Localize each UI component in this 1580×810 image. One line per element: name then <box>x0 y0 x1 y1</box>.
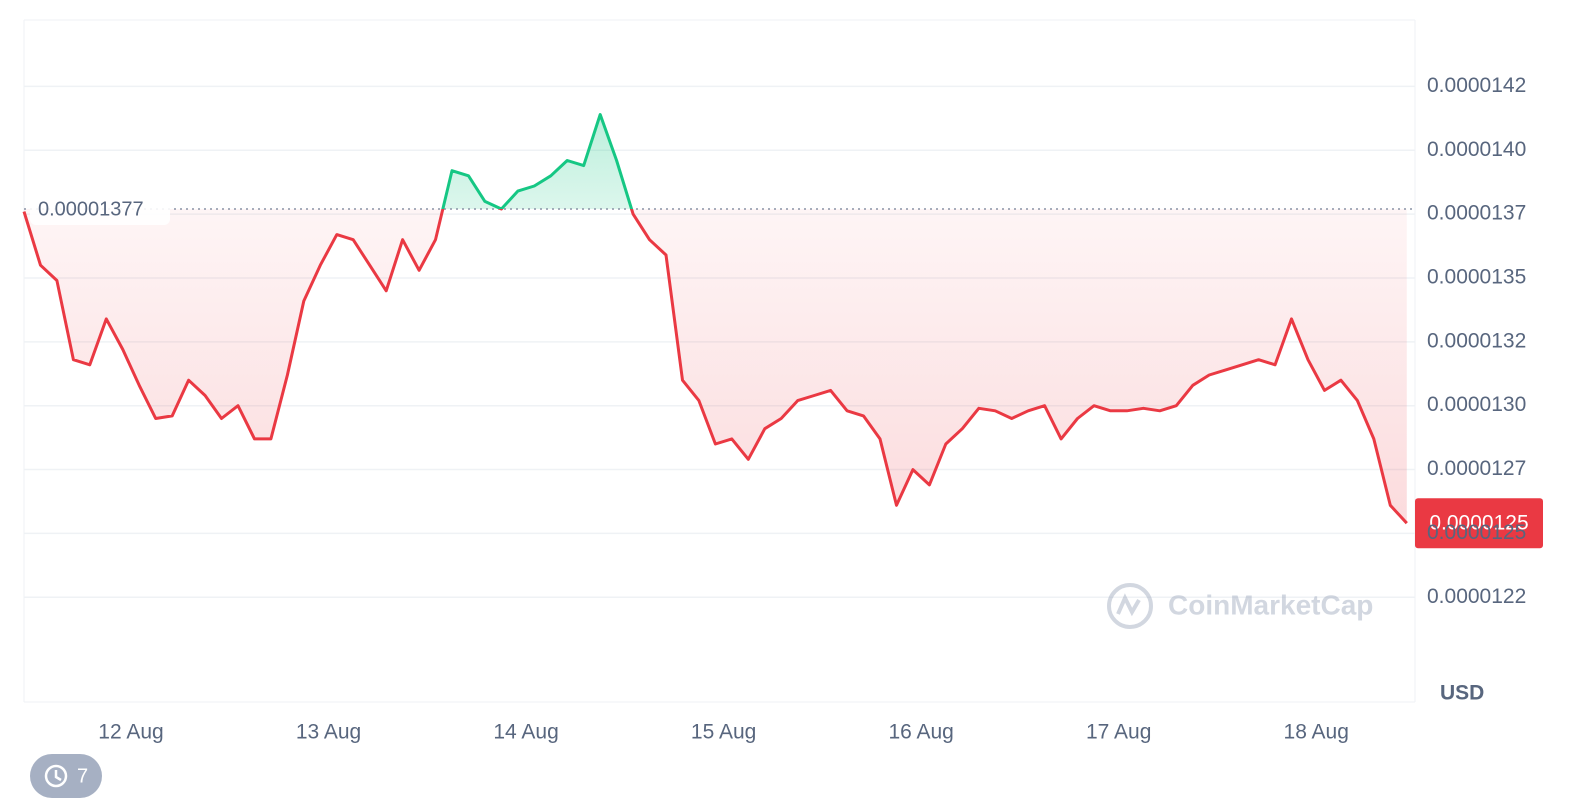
baseline-label-bg <box>30 193 170 226</box>
history-icon <box>44 764 68 788</box>
x-tick-label: 18 Aug <box>1284 721 1349 744</box>
history-icon-hand <box>54 770 62 782</box>
x-tick-label: 14 Aug <box>493 721 558 744</box>
history-button[interactable]: 7 <box>30 754 102 798</box>
x-tick-label: 17 Aug <box>1086 721 1151 744</box>
x-tick-label: 13 Aug <box>296 721 361 744</box>
baseline-label: 0.00001377 <box>38 198 144 220</box>
y-tick-label: 0.0000122 <box>1427 585 1526 608</box>
x-tick-label: 15 Aug <box>691 721 756 744</box>
history-count[interactable]: 7 <box>77 765 88 787</box>
y-tick-label: 0.0000130 <box>1427 393 1526 416</box>
y-tick-label: 0.0000137 <box>1427 202 1526 225</box>
watermark-text: CoinMarketCap <box>1168 589 1373 620</box>
y-tick-label: 0.0000127 <box>1427 457 1526 480</box>
y-tick-label: 0.0000140 <box>1427 138 1526 161</box>
x-tick-label: 16 Aug <box>888 721 953 744</box>
area <box>24 114 1407 524</box>
price-tag <box>1415 498 1543 549</box>
currency-label: USD <box>1440 682 1484 705</box>
x-tick-label: 12 Aug <box>98 721 163 744</box>
watermark: CoinMarketCap <box>1107 583 1373 629</box>
price-line <box>22 113 1408 525</box>
y-tick-label: 0.0000132 <box>1427 329 1526 352</box>
history-arrow <box>30 764 42 788</box>
y-tick-label: 0.0000125 <box>1427 521 1526 544</box>
y-tick-label: 0.0000135 <box>1427 266 1526 289</box>
price-tag-label: 0.0000125 <box>1429 512 1528 535</box>
y-tick-label: 0.0000142 <box>1427 74 1526 97</box>
